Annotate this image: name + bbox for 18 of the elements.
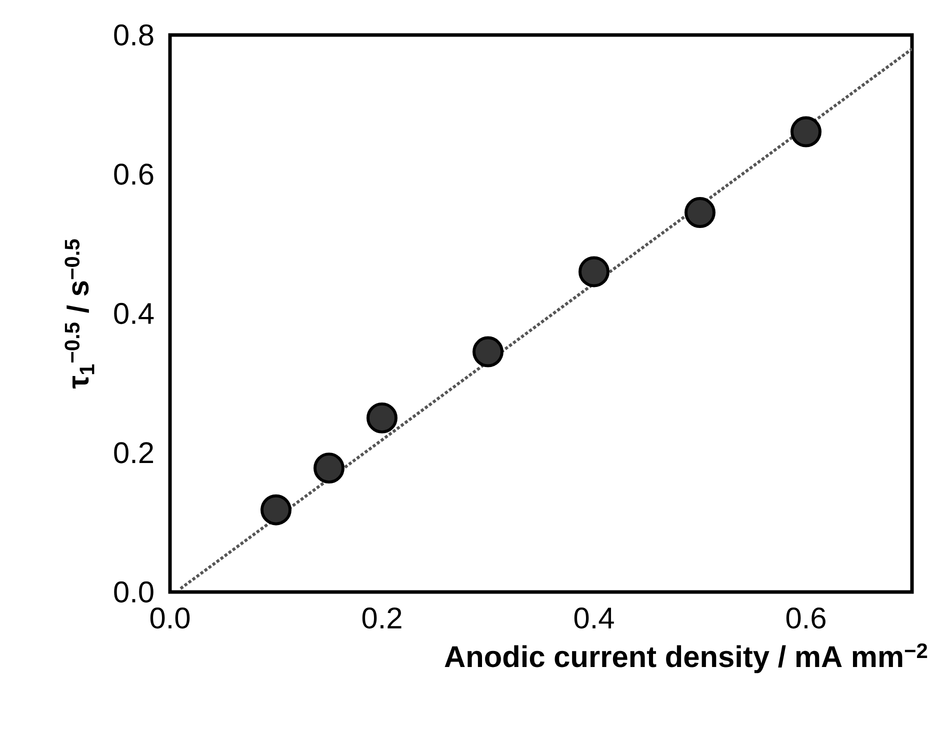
y-tick-label: 0.4	[114, 302, 154, 324]
y-tick-label: 0.2	[114, 442, 154, 464]
y-tick-label: 0.6	[114, 164, 154, 185]
x-tick-label: 0.2	[362, 607, 402, 629]
x-tick-label: 0.0	[150, 607, 190, 629]
point	[314, 452, 344, 484]
point	[684, 197, 716, 228]
point	[790, 116, 822, 148]
x-tick-label: 0.4	[574, 607, 614, 629]
y-tick-label: 0.8	[114, 24, 154, 46]
point	[366, 402, 398, 434]
x-tick-label: 0.6	[786, 607, 826, 629]
point	[472, 336, 504, 368]
x-axis-title: Anodic current density / mA mm$^{−2}$	[444, 643, 928, 674]
y-tick-label: 0.0	[114, 581, 154, 603]
y-axis-title: τ$_{1}$$^{−0.5}$ / s$^{−0.5}$	[64, 239, 94, 389]
point	[260, 494, 292, 526]
point	[578, 256, 610, 288]
